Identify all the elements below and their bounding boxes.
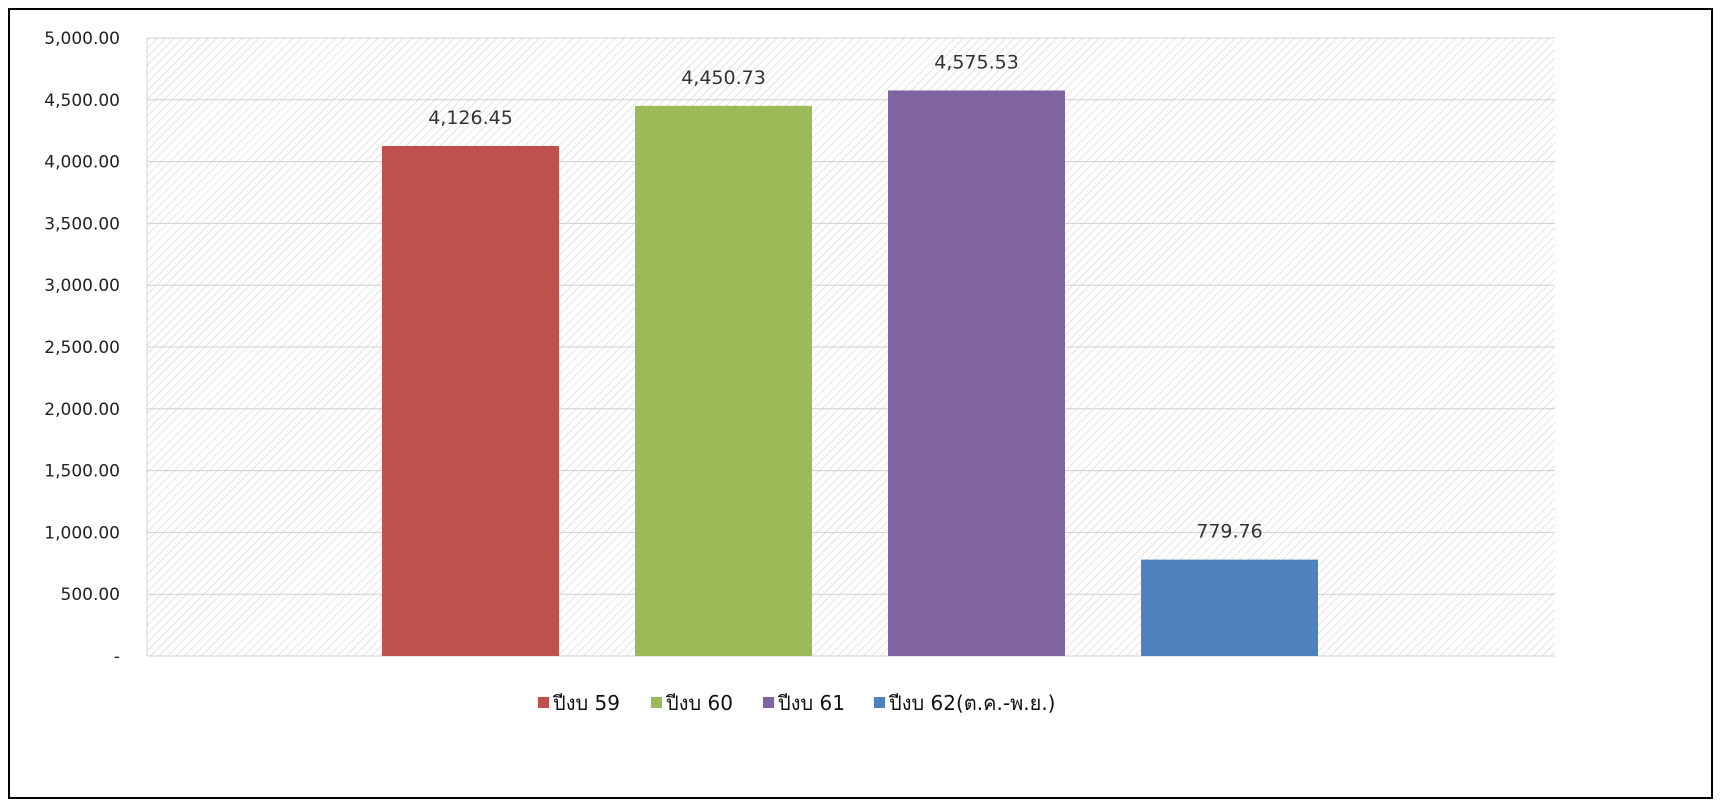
legend-swatch [538,697,549,708]
legend-label: ปีงบ 62(ต.ค.-พ.ย.) [889,691,1056,715]
legend-swatch [651,697,662,708]
y-tick-label: - [114,647,120,667]
bar [382,145,559,657]
bar [635,105,812,656]
data-label: 4,450.73 [681,67,766,89]
y-tick-label: 2,500.00 [44,338,120,358]
y-tick-label: 1,000.00 [44,523,120,543]
bar [1141,559,1318,656]
y-tick-label: 5,000.00 [44,29,120,49]
y-tick-label: 4,000.00 [44,153,120,173]
data-label: 4,575.53 [934,51,1019,73]
y-tick-label: 4,500.00 [44,91,120,111]
y-tick-label: 2,000.00 [44,400,120,420]
legend-label: ปีงบ 60 [666,691,733,715]
legend-label: ปีงบ 61 [778,691,845,715]
y-tick-label: 3,500.00 [44,214,120,234]
bar [888,90,1065,657]
y-tick-label: 3,000.00 [44,276,120,296]
legend-label: ปีงบ 59 [553,691,620,715]
data-label: 779.76 [1196,521,1262,543]
y-tick-label: 1,500.00 [44,462,120,482]
data-label: 4,126.45 [428,107,513,129]
legend-swatch [874,697,885,708]
y-tick-label: 500.00 [61,585,120,605]
legend-swatch [763,697,774,708]
